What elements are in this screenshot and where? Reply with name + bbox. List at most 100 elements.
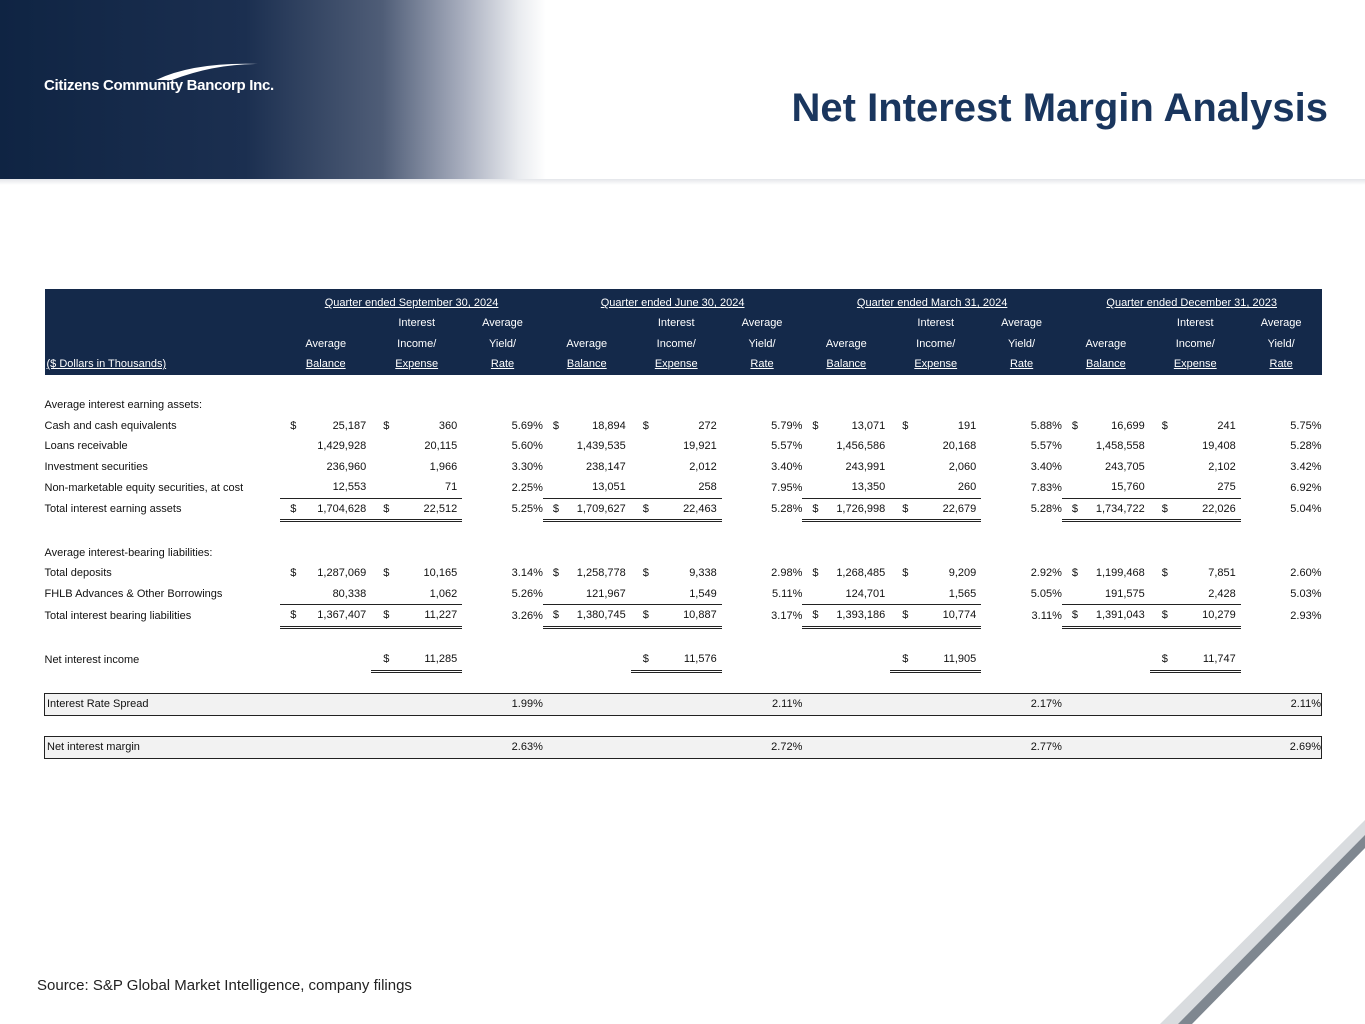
- yield-rate-cell: 5.88%: [1030, 419, 1062, 432]
- value: 124,701: [845, 587, 886, 600]
- spacer-row: [45, 671, 1322, 694]
- yield-rate-cell: 5.05%: [1030, 588, 1062, 600]
- yield-rate-cell: 3.40%: [771, 460, 803, 473]
- period-header: Quarter ended September 30, 2024: [324, 297, 499, 309]
- currency-symbol: $: [642, 653, 649, 666]
- unit-label: [45, 313, 281, 334]
- row-label: Total interest earning assets: [44, 503, 182, 516]
- interest-cell: 1,549: [630, 583, 722, 605]
- column-header-rate: Average: [1001, 317, 1042, 330]
- currency-symbol: $: [552, 502, 559, 515]
- net-interest-income-cell: $11,576: [630, 649, 722, 673]
- currency-symbol: $: [902, 502, 909, 515]
- average-balance-cell: $1,258,778: [543, 563, 631, 584]
- currency-symbol: $: [383, 609, 390, 622]
- value: 1,391,043: [1095, 609, 1145, 622]
- period-header: Quarter ended June 30, 2024: [600, 297, 745, 309]
- yield-rate-cell: 5.28%: [1290, 440, 1322, 453]
- table-row: Loans receivable 1,429,928 20,115 5.60% 1,43…: [45, 436, 1322, 457]
- row-label: Net interest income: [44, 654, 140, 666]
- value: 1,062: [429, 587, 458, 600]
- average-balance-cell: 80,338: [280, 583, 372, 605]
- table-row: FHLB Advances & Other Borrowings 80,338 1,…: [45, 583, 1322, 605]
- value: 360: [438, 419, 458, 432]
- value: 10,774: [942, 609, 977, 622]
- interest-cell: 2,102: [1150, 457, 1241, 478]
- rate-value: 2.11%: [1240, 693, 1322, 716]
- section-heading: Average interest earning assets:: [44, 399, 203, 412]
- yield-rate-cell: 3.17%: [771, 609, 803, 622]
- value: 22,512: [423, 502, 458, 515]
- value: 16,699: [1111, 419, 1145, 432]
- rate-value: 2.11%: [721, 693, 803, 716]
- header-blank: [45, 289, 281, 313]
- currency-symbol: $: [552, 419, 559, 432]
- currency-symbol: $: [1071, 567, 1079, 580]
- column-header-income: Interest: [1176, 317, 1214, 330]
- period-header: Quarter ended December 31, 2023: [1106, 297, 1277, 309]
- interest-cell: $10,887: [630, 604, 722, 629]
- currency-symbol: $: [902, 567, 909, 580]
- currency-symbol: $: [642, 567, 649, 580]
- yield-rate-cell: 5.69%: [511, 419, 543, 432]
- value: 11,747: [1202, 653, 1236, 666]
- yield-rate-cell: 5.28%: [771, 503, 803, 516]
- average-balance-cell: 1,429,928: [280, 436, 371, 457]
- currency-symbol: $: [383, 419, 390, 432]
- value: 1,268,485: [836, 567, 886, 580]
- interest-rate-spread-row: Interest Rate Spread 1.99% 2.11% 2.17% 2.11%: [44, 693, 1322, 716]
- average-balance-cell: $1,199,468: [1062, 563, 1150, 584]
- currency-symbol: $: [383, 502, 390, 515]
- rate-value: 1.99%: [462, 693, 543, 716]
- average-balance-cell: $16,699: [1062, 416, 1150, 437]
- yield-rate-cell: 5.60%: [511, 440, 543, 453]
- net-interest-margin-row: Net interest margin 2.63% 2.72% 2.77% 2.69%: [44, 736, 1322, 759]
- value: 10,165: [423, 567, 458, 580]
- interest-cell: 260: [890, 477, 982, 499]
- rate-value: 2.17%: [981, 693, 1062, 716]
- column-header-balance: Average: [1085, 337, 1127, 350]
- value: 1,704,628: [317, 502, 367, 515]
- interest-cell: 2,012: [631, 457, 722, 478]
- value: 25,187: [332, 419, 367, 432]
- interest-cell: $22,679: [890, 498, 982, 522]
- table-row: Non-marketable equity securities, at cos…: [45, 477, 1322, 499]
- average-balance-cell: 1,456,586: [802, 436, 890, 457]
- column-header-balance: Balance: [1085, 358, 1126, 371]
- currency-symbol: $: [290, 502, 297, 515]
- currency-symbol: $: [1161, 567, 1168, 580]
- value: 11,905: [943, 653, 977, 666]
- column-header-row: Average Income/Yield/Average Income/Yield/…: [44, 333, 1322, 354]
- header-divider: [0, 179, 1365, 185]
- currency-symbol: $: [812, 502, 819, 515]
- average-balance-cell: $1,734,722: [1061, 498, 1150, 522]
- currency-symbol: $: [642, 419, 649, 432]
- interest-cell: $272: [631, 416, 722, 437]
- value: 243,991: [845, 460, 886, 473]
- currency-symbol: $: [1071, 419, 1079, 432]
- value: 238,147: [585, 460, 626, 473]
- average-balance-cell: 13,350: [802, 477, 891, 499]
- value: 20,168: [942, 440, 977, 453]
- currency-symbol: $: [383, 653, 390, 666]
- column-header-rate: Average: [1260, 317, 1302, 330]
- value: 258: [698, 481, 717, 494]
- currency-symbol: $: [1161, 609, 1168, 622]
- value: 1,258,778: [576, 567, 626, 580]
- average-balance-cell: $1,268,485: [802, 563, 890, 584]
- value: 1,966: [429, 460, 458, 473]
- value: 11,576: [683, 653, 717, 666]
- average-balance-cell: $25,187: [280, 416, 371, 437]
- value: 22,679: [942, 502, 977, 515]
- value: 1,726,998: [836, 502, 886, 515]
- interest-cell: 20,115: [371, 436, 462, 457]
- currency-symbol: $: [290, 609, 297, 622]
- interest-cell: 2,060: [890, 457, 981, 478]
- interest-cell: 258: [630, 477, 722, 499]
- row-label: Loans receivable: [44, 440, 128, 453]
- value: 236,960: [326, 460, 367, 473]
- value: 191,575: [1105, 587, 1145, 600]
- average-balance-cell: 13,051: [542, 477, 631, 499]
- yield-rate-cell: 6.92%: [1290, 481, 1322, 494]
- net-interest-income-cell: $11,285: [371, 649, 463, 673]
